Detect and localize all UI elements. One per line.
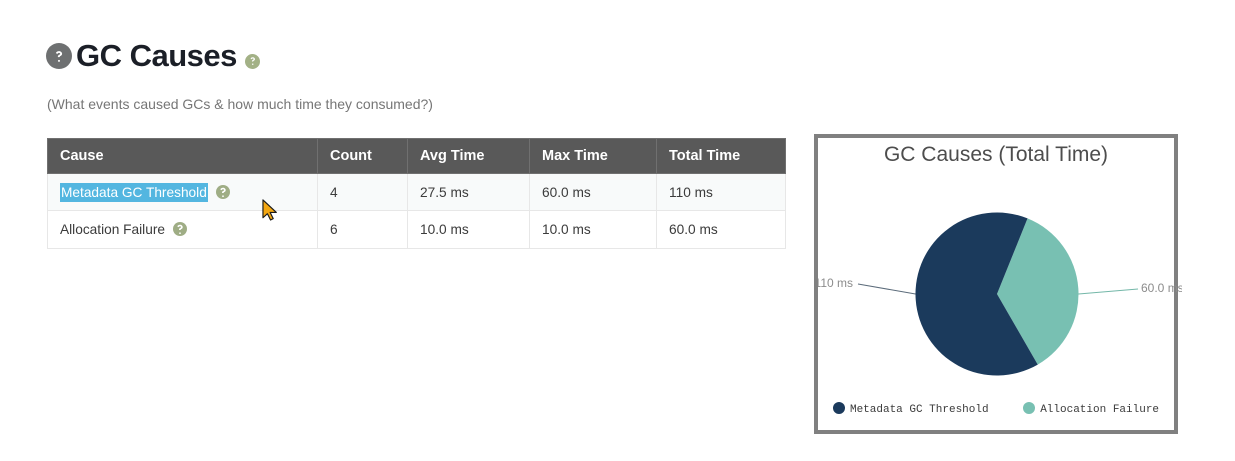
- svg-text:110 ms: 110 ms: [818, 276, 853, 290]
- svg-text:60.0 ms: 60.0 ms: [1141, 281, 1182, 295]
